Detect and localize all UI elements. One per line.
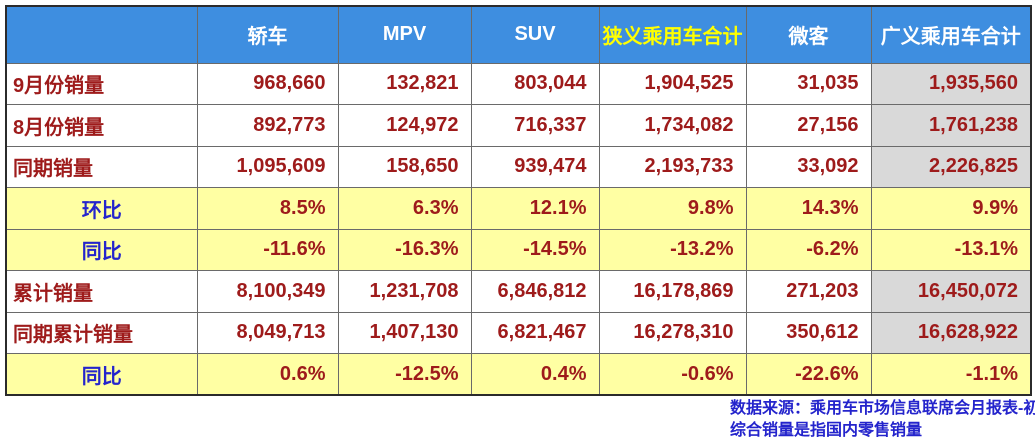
table-row-september-sales: 9月份销量 968,660 132,821 803,044 1,904,525 … (5, 62, 1032, 105)
cell: -6.2% (745, 228, 872, 271)
column-header-suv: SUV (470, 5, 600, 64)
cell: 350,612 (745, 311, 872, 354)
source-note-line2: 综合销量是指国内零售销量 (730, 422, 923, 439)
cell: 14.3% (745, 187, 872, 230)
column-header-broad-pv-total: 广义乘用车合计 (870, 5, 1032, 64)
cell: 8,100,349 (196, 270, 339, 313)
cell: 158,650 (337, 145, 472, 188)
column-header-minivan: 微客 (745, 5, 872, 64)
cell: 33,092 (745, 145, 872, 188)
cell: 6,821,467 (470, 311, 600, 354)
row-label: 同比 (5, 228, 198, 271)
cell: 716,337 (470, 104, 600, 147)
table-row-yoy-change: 同比 -11.6% -16.3% -14.5% -13.2% -6.2% -13… (5, 228, 1032, 271)
cell: 1,095,609 (196, 145, 339, 188)
cell: 8,049,713 (196, 311, 339, 354)
cell: 1,231,708 (337, 270, 472, 313)
cell: 1,407,130 (337, 311, 472, 354)
cell: 12.1% (470, 187, 600, 230)
cell: 6.3% (337, 187, 472, 230)
row-label: 同比 (5, 353, 198, 396)
cell: -0.6% (598, 353, 747, 396)
row-label: 8月份销量 (5, 104, 198, 147)
cell: 132,821 (337, 62, 472, 105)
cell: -22.6% (745, 353, 872, 396)
row-label: 环比 (5, 187, 198, 230)
cell: -12.5% (337, 353, 472, 396)
cell: 2,226,825 (870, 145, 1032, 188)
cell: 6,846,812 (470, 270, 600, 313)
cell: -14.5% (470, 228, 600, 271)
table-row-same-period-sales: 同期销量 1,095,609 158,650 939,474 2,193,733… (5, 145, 1032, 188)
cell: 124,972 (337, 104, 472, 147)
row-label: 9月份销量 (5, 62, 198, 105)
passenger-car-sales-table: 轿车 MPV SUV 狭义乘用车合计 微客 广义乘用车合计 9月份销量 968,… (5, 5, 1032, 396)
cell: 9.8% (598, 187, 747, 230)
cell: -16.3% (337, 228, 472, 271)
cell: 892,773 (196, 104, 339, 147)
cell: 0.4% (470, 353, 600, 396)
cell: 27,156 (745, 104, 872, 147)
cell: 31,035 (745, 62, 872, 105)
table-row-cumulative-sales: 累计销量 8,100,349 1,231,708 6,846,812 16,17… (5, 270, 1032, 313)
source-note: 数据来源：乘用车市场信息联席会月报表-初稿 综合销量是指国内零售销量 (730, 398, 1035, 442)
column-header-narrow-pv-total: 狭义乘用车合计 (598, 5, 747, 64)
cell: 16,178,869 (598, 270, 747, 313)
corner-cell (5, 5, 198, 64)
cell: -13.2% (598, 228, 747, 271)
cell: -13.1% (870, 228, 1032, 271)
cell: 1,904,525 (598, 62, 747, 105)
cell: 968,660 (196, 62, 339, 105)
cell: 1,734,082 (598, 104, 747, 147)
cell: 1,935,560 (870, 62, 1032, 105)
cell: 0.6% (196, 353, 339, 396)
cell: 16,278,310 (598, 311, 747, 354)
cell: 9.9% (870, 187, 1032, 230)
cell: 939,474 (470, 145, 600, 188)
cell: 8.5% (196, 187, 339, 230)
cell: 16,628,922 (870, 311, 1032, 354)
column-header-sedan: 轿车 (196, 5, 339, 64)
cell: 2,193,733 (598, 145, 747, 188)
cell: -11.6% (196, 228, 339, 271)
table-row-august-sales: 8月份销量 892,773 124,972 716,337 1,734,082 … (5, 104, 1032, 147)
row-label: 同期累计销量 (5, 311, 198, 354)
cell: 271,203 (745, 270, 872, 313)
source-note-line1: 数据来源：乘用车市场信息联席会月报表-初稿 (730, 400, 1035, 417)
cell: 803,044 (470, 62, 600, 105)
table-row-mom-change: 环比 8.5% 6.3% 12.1% 9.8% 14.3% 9.9% (5, 187, 1032, 230)
cell: 16,450,072 (870, 270, 1032, 313)
row-label: 同期销量 (5, 145, 198, 188)
row-label: 累计销量 (5, 270, 198, 313)
cell: -1.1% (870, 353, 1032, 396)
column-header-mpv: MPV (337, 5, 472, 64)
table-row-same-period-cumulative-sales: 同期累计销量 8,049,713 1,407,130 6,821,467 16,… (5, 311, 1032, 354)
table-row-cumulative-yoy-change: 同比 0.6% -12.5% 0.4% -0.6% -22.6% -1.1% (5, 353, 1032, 396)
header-row: 轿车 MPV SUV 狭义乘用车合计 微客 广义乘用车合计 (5, 5, 1032, 64)
cell: 1,761,238 (870, 104, 1032, 147)
